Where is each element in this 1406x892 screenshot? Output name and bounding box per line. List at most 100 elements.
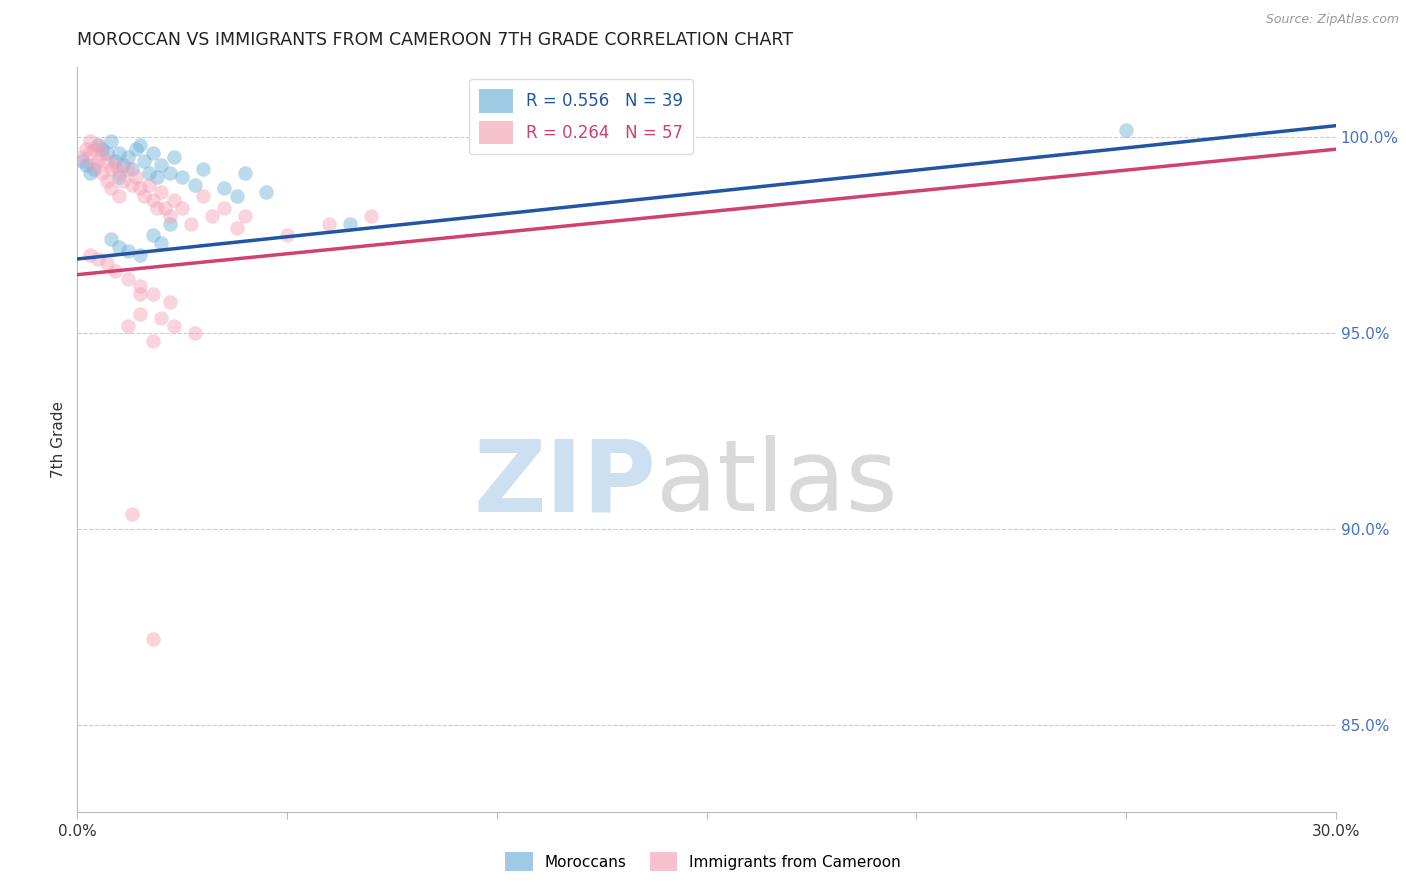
Point xyxy=(129,181,152,195)
Point xyxy=(360,209,382,223)
Point xyxy=(100,135,122,149)
Point xyxy=(184,326,207,341)
Point xyxy=(108,189,131,203)
Point xyxy=(142,193,165,207)
Point xyxy=(87,138,110,153)
Point xyxy=(191,189,215,203)
Point xyxy=(225,189,247,203)
Point xyxy=(96,146,118,161)
Point xyxy=(108,169,131,184)
Point xyxy=(191,161,215,176)
Point xyxy=(150,310,173,325)
Point xyxy=(184,178,207,192)
Point xyxy=(159,295,181,310)
Point xyxy=(79,166,101,180)
Point xyxy=(138,166,160,180)
Point xyxy=(96,256,118,270)
Point xyxy=(104,158,127,172)
Text: MOROCCAN VS IMMIGRANTS FROM CAMEROON 7TH GRADE CORRELATION CHART: MOROCCAN VS IMMIGRANTS FROM CAMEROON 7TH… xyxy=(77,31,793,49)
Point xyxy=(125,169,148,184)
Point xyxy=(159,166,181,180)
Point xyxy=(159,217,181,231)
Point xyxy=(233,166,256,180)
Point xyxy=(108,166,131,180)
Point xyxy=(134,153,156,168)
Point xyxy=(112,173,135,187)
Point xyxy=(91,166,114,180)
Point xyxy=(112,158,135,172)
Text: Source: ZipAtlas.com: Source: ZipAtlas.com xyxy=(1265,13,1399,27)
Point xyxy=(142,334,165,349)
Point xyxy=(212,201,235,215)
Point xyxy=(104,264,127,278)
Point xyxy=(108,240,131,254)
Point xyxy=(142,228,165,243)
Point xyxy=(129,138,152,153)
Point xyxy=(121,178,143,192)
Point xyxy=(83,142,105,156)
Point xyxy=(79,135,101,149)
Point xyxy=(87,138,110,153)
Point xyxy=(1115,122,1137,136)
Text: atlas: atlas xyxy=(657,435,898,533)
Point xyxy=(100,181,122,195)
Point xyxy=(233,209,256,223)
Point xyxy=(163,150,186,164)
Y-axis label: 7th Grade: 7th Grade xyxy=(51,401,66,478)
Point xyxy=(104,153,127,168)
Point xyxy=(70,150,93,164)
Point xyxy=(150,236,173,251)
Point xyxy=(142,287,165,301)
Point xyxy=(125,142,148,156)
Point xyxy=(108,146,131,161)
Point xyxy=(172,201,194,215)
Point xyxy=(339,217,361,231)
Point xyxy=(146,201,169,215)
Point xyxy=(117,150,139,164)
Point xyxy=(96,173,118,187)
Point xyxy=(200,209,222,223)
Point xyxy=(129,307,152,321)
Point xyxy=(134,189,156,203)
Point xyxy=(129,248,152,262)
Point xyxy=(138,178,160,192)
Point xyxy=(75,158,97,172)
Point xyxy=(254,186,277,200)
Point xyxy=(87,153,110,168)
Point xyxy=(172,169,194,184)
Point xyxy=(150,158,173,172)
Point xyxy=(276,228,298,243)
Point xyxy=(180,217,202,231)
Point xyxy=(225,220,247,235)
Point xyxy=(142,146,165,161)
Point xyxy=(142,632,165,647)
Point xyxy=(163,193,186,207)
Point xyxy=(117,271,139,285)
Point xyxy=(96,153,118,168)
Point xyxy=(117,244,139,259)
Point xyxy=(100,232,122,246)
Point xyxy=(159,209,181,223)
Point xyxy=(83,158,105,172)
Point xyxy=(129,287,152,301)
Point xyxy=(79,248,101,262)
Point xyxy=(212,181,235,195)
Point xyxy=(83,161,105,176)
Point xyxy=(146,169,169,184)
Point xyxy=(100,161,122,176)
Legend: Moroccans, Immigrants from Cameroon: Moroccans, Immigrants from Cameroon xyxy=(499,847,907,877)
Point xyxy=(75,142,97,156)
Point xyxy=(91,142,114,156)
Point xyxy=(117,161,139,176)
Point xyxy=(318,217,340,231)
Point xyxy=(87,252,110,266)
Point xyxy=(155,201,177,215)
Text: ZIP: ZIP xyxy=(474,435,657,533)
Point xyxy=(91,146,114,161)
Point xyxy=(150,186,173,200)
Point xyxy=(121,507,143,521)
Point xyxy=(117,318,139,333)
Point xyxy=(70,153,93,168)
Point xyxy=(163,318,186,333)
Point xyxy=(79,146,101,161)
